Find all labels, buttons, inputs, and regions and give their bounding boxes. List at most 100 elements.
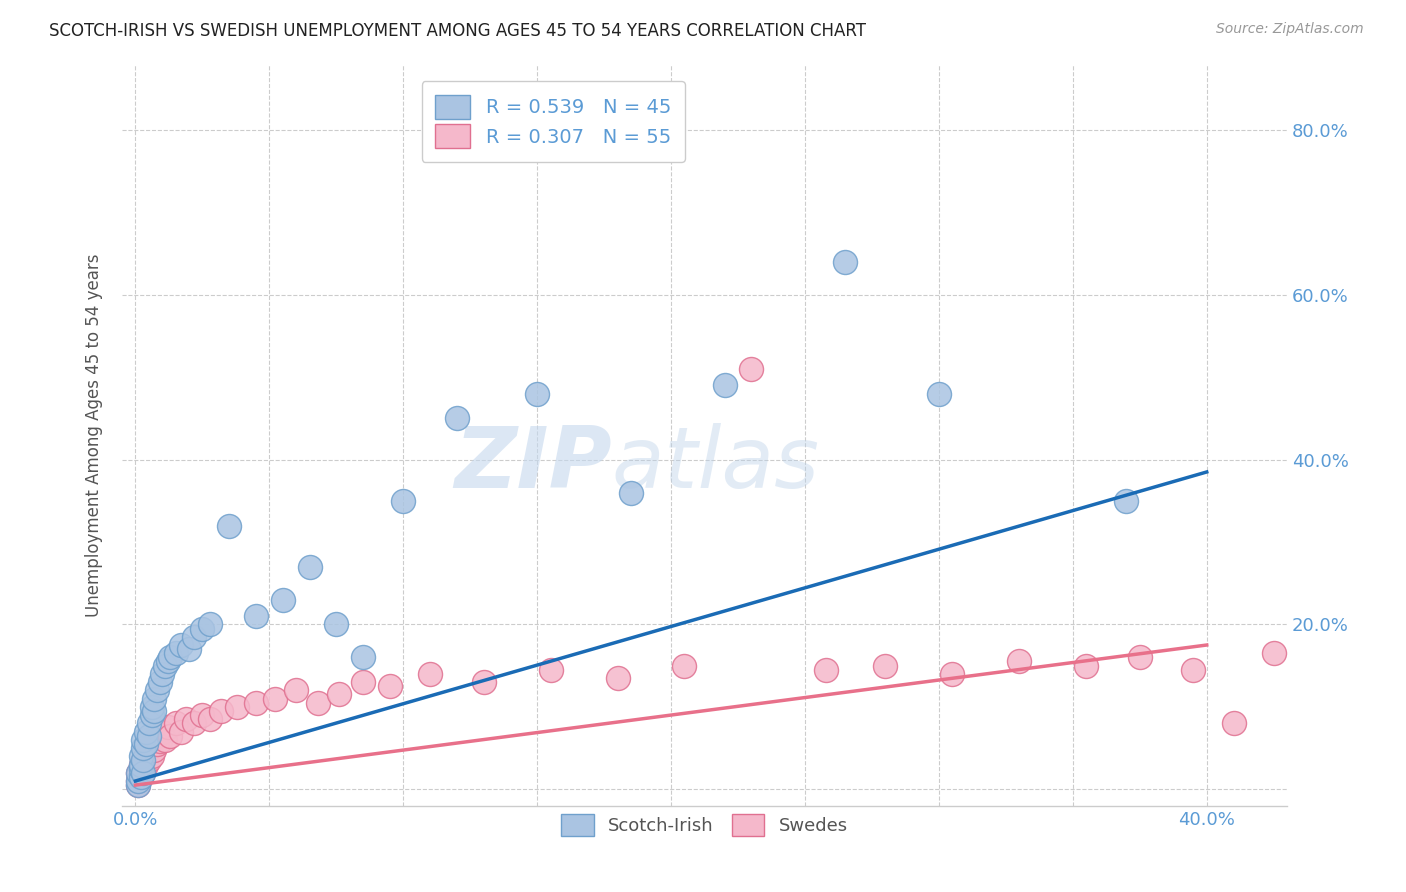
Point xyxy=(135,724,157,739)
Point xyxy=(271,592,294,607)
Point xyxy=(226,699,249,714)
Point xyxy=(159,729,181,743)
Point xyxy=(129,762,152,776)
Point xyxy=(143,742,166,756)
Point xyxy=(263,691,285,706)
Point xyxy=(307,696,329,710)
Point xyxy=(156,720,179,734)
Point xyxy=(138,745,160,759)
Point xyxy=(132,741,155,756)
Point xyxy=(218,518,240,533)
Point xyxy=(129,749,152,764)
Point xyxy=(378,679,401,693)
Point xyxy=(352,650,374,665)
Point xyxy=(129,762,152,776)
Text: atlas: atlas xyxy=(612,423,820,506)
Point xyxy=(143,691,166,706)
Point xyxy=(209,704,232,718)
Point xyxy=(129,757,152,772)
Point xyxy=(132,765,155,780)
Point xyxy=(1115,493,1137,508)
Point xyxy=(141,737,163,751)
Point xyxy=(141,749,163,764)
Point xyxy=(135,737,157,751)
Text: ZIP: ZIP xyxy=(454,423,612,506)
Point xyxy=(941,666,963,681)
Legend: Scotch-Irish, Swedes: Scotch-Irish, Swedes xyxy=(553,805,856,845)
Point xyxy=(132,762,155,776)
Point xyxy=(165,646,187,660)
Point xyxy=(143,704,166,718)
Point xyxy=(1222,716,1244,731)
Point xyxy=(191,708,214,723)
Point xyxy=(148,675,170,690)
Point xyxy=(928,386,950,401)
Point xyxy=(328,688,350,702)
Point xyxy=(200,617,222,632)
Point xyxy=(176,712,198,726)
Point xyxy=(146,683,169,698)
Point xyxy=(526,386,548,401)
Point xyxy=(834,255,856,269)
Point xyxy=(298,559,321,574)
Point xyxy=(620,485,643,500)
Point xyxy=(127,774,149,789)
Point xyxy=(170,638,193,652)
Point xyxy=(129,770,152,784)
Point xyxy=(472,675,495,690)
Point xyxy=(127,774,149,789)
Point xyxy=(875,658,897,673)
Point xyxy=(129,770,152,784)
Point xyxy=(156,655,179,669)
Point xyxy=(540,663,562,677)
Point xyxy=(132,753,155,767)
Point xyxy=(1076,658,1098,673)
Point xyxy=(153,658,176,673)
Point xyxy=(170,724,193,739)
Point xyxy=(606,671,628,685)
Point xyxy=(141,699,163,714)
Point xyxy=(165,716,187,731)
Point xyxy=(132,765,155,780)
Point xyxy=(127,778,149,792)
Point xyxy=(148,734,170,748)
Text: SCOTCH-IRISH VS SWEDISH UNEMPLOYMENT AMONG AGES 45 TO 54 YEARS CORRELATION CHART: SCOTCH-IRISH VS SWEDISH UNEMPLOYMENT AMO… xyxy=(49,22,866,40)
Point xyxy=(713,378,735,392)
Point xyxy=(1008,655,1031,669)
Text: Source: ZipAtlas.com: Source: ZipAtlas.com xyxy=(1216,22,1364,37)
Point xyxy=(138,753,160,767)
Point xyxy=(177,642,200,657)
Point xyxy=(183,716,205,731)
Point xyxy=(127,778,149,792)
Point xyxy=(138,729,160,743)
Point xyxy=(183,630,205,644)
Point xyxy=(673,658,696,673)
Point xyxy=(127,765,149,780)
Y-axis label: Unemployment Among Ages 45 to 54 years: Unemployment Among Ages 45 to 54 years xyxy=(86,253,103,616)
Point xyxy=(419,666,441,681)
Point xyxy=(141,708,163,723)
Point xyxy=(191,622,214,636)
Point xyxy=(146,729,169,743)
Point xyxy=(127,765,149,780)
Point xyxy=(159,650,181,665)
Point xyxy=(1263,646,1285,660)
Point xyxy=(146,737,169,751)
Point xyxy=(815,663,838,677)
Point xyxy=(325,617,347,632)
Point xyxy=(352,675,374,690)
Point xyxy=(740,362,762,376)
Point xyxy=(1182,663,1205,677)
Point xyxy=(150,724,173,739)
Point xyxy=(285,683,308,698)
Point xyxy=(153,732,176,747)
Point xyxy=(132,732,155,747)
Point xyxy=(135,749,157,764)
Point xyxy=(200,712,222,726)
Point xyxy=(129,757,152,772)
Point xyxy=(392,493,415,508)
Point xyxy=(138,716,160,731)
Point xyxy=(245,609,267,624)
Point xyxy=(245,696,267,710)
Point xyxy=(138,741,160,756)
